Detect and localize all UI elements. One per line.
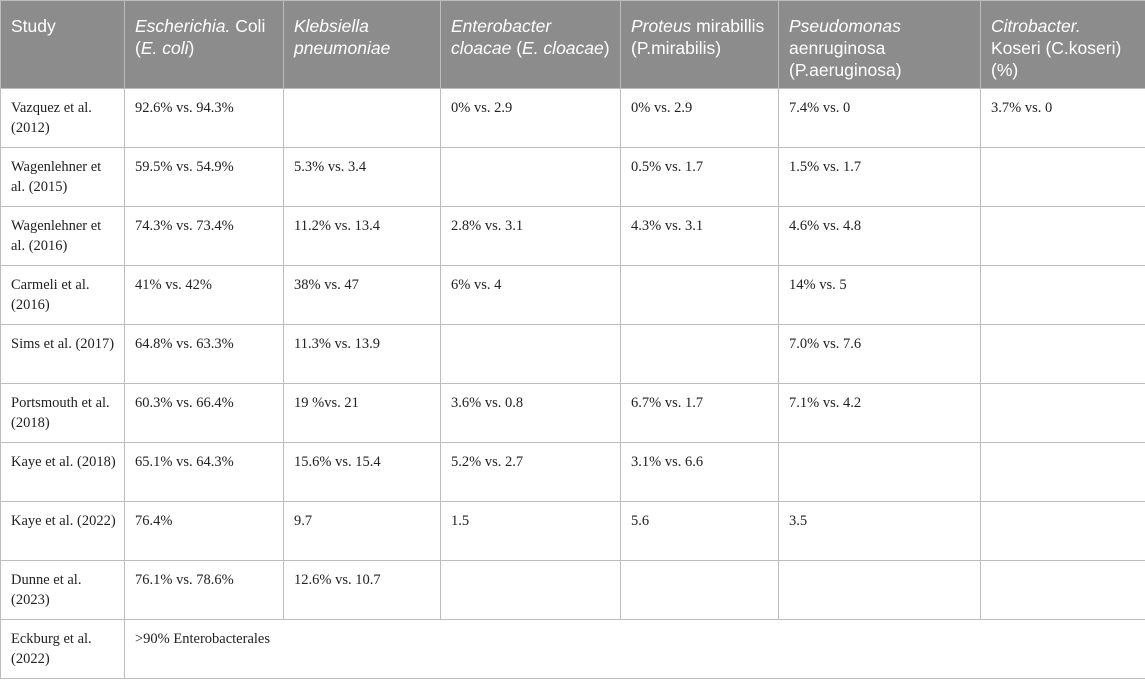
cell-e-coli: 74.3% vs. 73.4% bbox=[124, 206, 284, 266]
table-row: Portsmouth et al. (2018) 60.3% vs. 66.4%… bbox=[0, 383, 1145, 443]
cell-e-cloacae bbox=[440, 147, 621, 207]
cell-e-cloacae bbox=[440, 324, 621, 384]
cell-k-pneumoniae: 5.3% vs. 3.4 bbox=[283, 147, 441, 207]
cell-k-pneumoniae: 15.6% vs. 15.4 bbox=[283, 442, 441, 502]
cell-e-cloacae: 5.2% vs. 2.7 bbox=[440, 442, 621, 502]
table-row: Sims et al. (2017) 64.8% vs. 63.3% 11.3%… bbox=[0, 324, 1145, 384]
header-row: Study Escherichia. Coli (E. coli) Klebsi… bbox=[0, 0, 1145, 89]
cell-p-mirabilis bbox=[620, 560, 779, 620]
cell-p-mirabilis bbox=[620, 265, 779, 325]
cell-e-coli: 41% vs. 42% bbox=[124, 265, 284, 325]
table-row: Wagenlehner et al. (2016) 74.3% vs. 73.4… bbox=[0, 206, 1145, 266]
cell-study: Portsmouth et al. (2018) bbox=[0, 383, 125, 443]
cell-c-koseri bbox=[980, 147, 1145, 207]
table-row: Vazquez et al. (2012) 92.6% vs. 94.3% 0%… bbox=[0, 88, 1145, 148]
cell-p-mirabilis: 0.5% vs. 1.7 bbox=[620, 147, 779, 207]
cell-merged-enterobacterales: >90% Enterobacterales bbox=[124, 619, 1145, 679]
cell-e-coli: 65.1% vs. 64.3% bbox=[124, 442, 284, 502]
cell-e-cloacae: 1.5 bbox=[440, 501, 621, 561]
cell-e-coli: 60.3% vs. 66.4% bbox=[124, 383, 284, 443]
cell-p-mirabilis: 6.7% vs. 1.7 bbox=[620, 383, 779, 443]
cell-e-coli: 76.1% vs. 78.6% bbox=[124, 560, 284, 620]
cell-p-mirabilis: 5.6 bbox=[620, 501, 779, 561]
cell-study: Carmeli et al. (2016) bbox=[0, 265, 125, 325]
table-row: Wagenlehner et al. (2015) 59.5% vs. 54.9… bbox=[0, 147, 1145, 207]
header-p-aeruginosa: Pseudomonas aenruginosa (P.aeruginosa) bbox=[778, 0, 981, 89]
cell-p-aeruginosa: 4.6% vs. 4.8 bbox=[778, 206, 981, 266]
cell-study: Wagenlehner et al. (2016) bbox=[0, 206, 125, 266]
cell-study: Kaye et al. (2022) bbox=[0, 501, 125, 561]
cell-study: Eckburg et al. (2022) bbox=[0, 619, 125, 679]
cell-p-aeruginosa bbox=[778, 442, 981, 502]
cell-e-coli: 76.4% bbox=[124, 501, 284, 561]
cell-c-koseri: 3.7% vs. 0 bbox=[980, 88, 1145, 148]
cell-study: Kaye et al. (2018) bbox=[0, 442, 125, 502]
cell-c-koseri bbox=[980, 265, 1145, 325]
cell-study: Dunne et al. (2023) bbox=[0, 560, 125, 620]
cell-p-aeruginosa: 7.1% vs. 4.2 bbox=[778, 383, 981, 443]
cell-e-cloacae: 6% vs. 4 bbox=[440, 265, 621, 325]
table-row: Kaye et al. (2022) 76.4% 9.7 1.5 5.6 3.5 bbox=[0, 501, 1145, 561]
header-e-coli: Escherichia. Coli (E. coli) bbox=[124, 0, 284, 89]
cell-e-cloacae: 2.8% vs. 3.1 bbox=[440, 206, 621, 266]
cell-study: Vazquez et al. (2012) bbox=[0, 88, 125, 148]
cell-k-pneumoniae: 12.6% vs. 10.7 bbox=[283, 560, 441, 620]
cell-k-pneumoniae: 9.7 bbox=[283, 501, 441, 561]
cell-p-aeruginosa: 7.4% vs. 0 bbox=[778, 88, 981, 148]
cell-k-pneumoniae: 19 %vs. 21 bbox=[283, 383, 441, 443]
cell-c-koseri bbox=[980, 324, 1145, 384]
cell-c-koseri bbox=[980, 383, 1145, 443]
cell-e-cloacae: 3.6% vs. 0.8 bbox=[440, 383, 621, 443]
cell-e-coli: 59.5% vs. 54.9% bbox=[124, 147, 284, 207]
cell-study: Sims et al. (2017) bbox=[0, 324, 125, 384]
table-row: Eckburg et al. (2022) >90% Enterobactera… bbox=[0, 619, 1145, 679]
cell-p-aeruginosa: 3.5 bbox=[778, 501, 981, 561]
cell-c-koseri bbox=[980, 206, 1145, 266]
cell-study: Wagenlehner et al. (2015) bbox=[0, 147, 125, 207]
header-c-koseri: Citrobacter. Koseri (C.koseri) (%) bbox=[980, 0, 1145, 89]
cell-k-pneumoniae: 11.3% vs. 13.9 bbox=[283, 324, 441, 384]
cell-e-cloacae bbox=[440, 560, 621, 620]
header-e-cloacae: Enterobacter cloacae (E. cloacae) bbox=[440, 0, 621, 89]
cell-e-coli: 64.8% vs. 63.3% bbox=[124, 324, 284, 384]
cell-p-aeruginosa: 14% vs. 5 bbox=[778, 265, 981, 325]
cell-p-mirabilis bbox=[620, 324, 779, 384]
cell-c-koseri bbox=[980, 560, 1145, 620]
cell-c-koseri bbox=[980, 442, 1145, 502]
header-k-pneumoniae: Klebsiella pneumoniae bbox=[283, 0, 441, 89]
cell-k-pneumoniae bbox=[283, 88, 441, 148]
table-row: Dunne et al. (2023) 76.1% vs. 78.6% 12.6… bbox=[0, 560, 1145, 620]
cell-e-cloacae: 0% vs. 2.9 bbox=[440, 88, 621, 148]
cell-p-mirabilis: 3.1% vs. 6.6 bbox=[620, 442, 779, 502]
header-study: Study bbox=[0, 0, 125, 89]
table-row: Carmeli et al. (2016) 41% vs. 42% 38% vs… bbox=[0, 265, 1145, 325]
cell-p-aeruginosa: 7.0% vs. 7.6 bbox=[778, 324, 981, 384]
cell-p-mirabilis: 0% vs. 2.9 bbox=[620, 88, 779, 148]
cell-p-aeruginosa: 1.5% vs. 1.7 bbox=[778, 147, 981, 207]
cell-p-aeruginosa bbox=[778, 560, 981, 620]
table-row: Kaye et al. (2018) 65.1% vs. 64.3% 15.6%… bbox=[0, 442, 1145, 502]
cell-k-pneumoniae: 38% vs. 47 bbox=[283, 265, 441, 325]
cell-p-mirabilis: 4.3% vs. 3.1 bbox=[620, 206, 779, 266]
header-p-mirabilis: Proteus mirabillis (P.mirabilis) bbox=[620, 0, 779, 89]
cell-c-koseri bbox=[980, 501, 1145, 561]
cell-k-pneumoniae: 11.2% vs. 13.4 bbox=[283, 206, 441, 266]
cell-e-coli: 92.6% vs. 94.3% bbox=[124, 88, 284, 148]
